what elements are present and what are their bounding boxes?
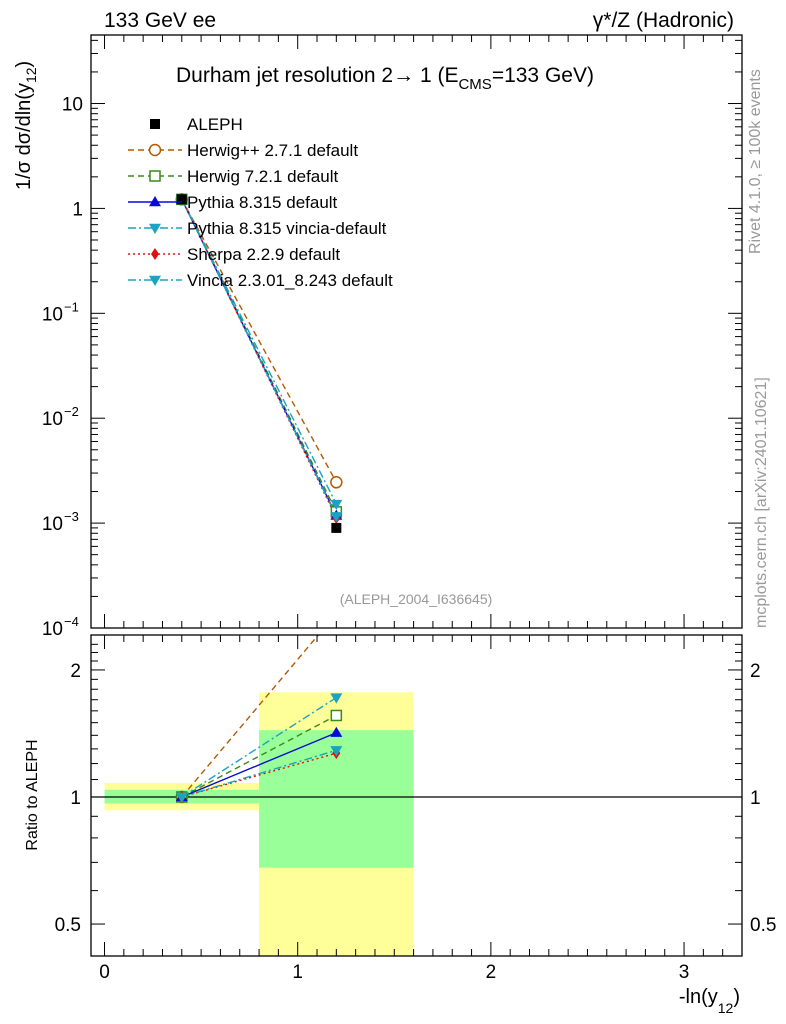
main-series-point-0 — [330, 476, 343, 489]
x-tick-label: 2 — [486, 962, 497, 983]
legend-label-3: Pythia 8.315 default — [187, 193, 338, 212]
main-y-tick-exponent: −2 — [64, 404, 79, 419]
chart-title: Durham jet resolution 2→ 1 (ECMS=133 GeV… — [176, 64, 594, 93]
main-y-tick-label: 10 — [42, 304, 63, 325]
main-y-tick-exponent: −4 — [64, 614, 79, 629]
main-y-tick-label: 1 — [72, 199, 83, 220]
ratio-series-line-3 — [181, 696, 337, 798]
legend-label-5: Sherpa 2.2.9 default — [187, 245, 340, 264]
legend-label-4: Pythia 8.315 vincia-default — [187, 219, 387, 238]
main-y-tick-label: 10 — [42, 619, 63, 640]
ratio-panel — [175, 635, 343, 804]
main-panel — [175, 193, 343, 533]
aleph-data-point — [331, 522, 342, 533]
ratio-series-line-2 — [181, 732, 337, 798]
legend-marker-5 — [151, 248, 159, 260]
ratio-series-point-1 — [330, 709, 343, 722]
header-right: γ*/Z (Hadronic) — [593, 9, 734, 32]
legend-marker-4 — [149, 223, 161, 234]
ratio-y-tick-label-left: 1 — [70, 788, 81, 809]
ratio-series-point-3 — [330, 693, 343, 704]
rivet-label: Rivet 4.1.0, ≥ 100k events — [747, 69, 764, 254]
ratio-series-line-5 — [181, 749, 337, 798]
ratio-uncertainty-bands — [91, 692, 742, 956]
legend-marker-3 — [149, 196, 161, 207]
main-plot-frame — [90, 34, 743, 629]
main-series-line-1 — [181, 199, 337, 513]
main-series-point-5 — [330, 512, 343, 523]
ratio-y-axis-label: Ratio to ALEPH — [24, 739, 41, 850]
ratio-series-point-5 — [330, 746, 343, 757]
legend-label-2: Herwig 7.2.1 default — [187, 167, 338, 186]
main-series-line-0 — [181, 199, 337, 483]
mcplots-label: mcplots.cern.ch [arXiv:2401.10621] — [753, 377, 770, 628]
legend-marker-1 — [148, 143, 162, 157]
ratio-y-tick-label-left: 0.5 — [55, 915, 81, 936]
ratio-series-line-4 — [181, 752, 337, 798]
ratio-y-tick-label-right: 2 — [750, 661, 761, 682]
main-series-line-5 — [181, 199, 337, 517]
legend-marker-0 — [150, 119, 160, 129]
legend-label-1: Herwig++ 2.7.1 default — [187, 141, 358, 160]
main-y-axis-label: 1/σ dσ/dln(y12) — [13, 61, 39, 190]
ratio-plot-frame — [90, 634, 743, 957]
main-series-point-3 — [330, 499, 343, 511]
main-y-tick-exponent: −3 — [64, 509, 79, 524]
x-tick-label: 0 — [99, 962, 110, 983]
ratio-y-tick-label-right: 1 — [750, 788, 761, 809]
main-series-line-3 — [181, 199, 337, 505]
header-left: 133 GeV ee — [104, 9, 216, 32]
ratio-y-tick-label-left: 2 — [70, 661, 81, 682]
main-y-tick-exponent: −1 — [64, 299, 79, 314]
x-tick-label: 1 — [292, 962, 303, 983]
legend-label-6: Vincia 2.3.01_8.243 default — [187, 271, 393, 290]
ratio-series-line-1 — [181, 714, 337, 798]
legend-marker-6 — [149, 275, 161, 286]
legend: ALEPH Herwig++ 2.7.1 default Herwig 7.2.1 … — [128, 115, 393, 290]
x-tick-label: 3 — [679, 962, 690, 983]
analysis-watermark: (ALEPH_2004_I636645) — [340, 591, 493, 607]
ratio-y-tick-label-right: 0.5 — [750, 915, 776, 936]
x-axis-label: -ln(y12) — [679, 986, 740, 1016]
legend-marker-2 — [149, 170, 161, 182]
main-y-tick-label: 10 — [42, 514, 63, 535]
main-y-tick-label: 10 — [42, 409, 63, 430]
main-y-tick-label: 10 — [62, 95, 83, 116]
ratio-series-point-5 — [175, 792, 188, 803]
aleph-data-point — [176, 194, 187, 205]
ratio-series-point-2 — [330, 726, 343, 737]
legend-label-0: ALEPH — [187, 115, 243, 134]
